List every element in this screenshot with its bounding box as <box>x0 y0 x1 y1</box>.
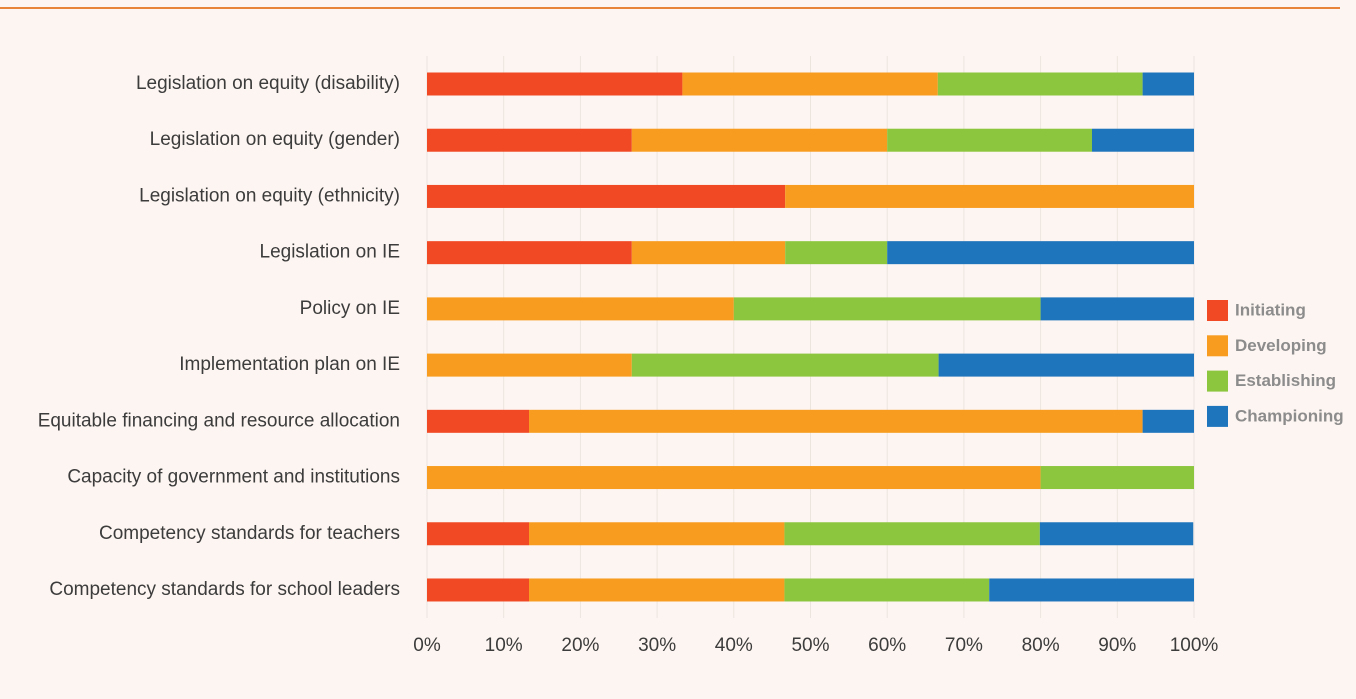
bar-segment <box>427 128 632 152</box>
x-tick-label: 100% <box>1170 635 1219 656</box>
x-tick-label: 90% <box>1098 635 1136 656</box>
bar-segment <box>631 353 939 377</box>
y-tick-label: Legislation on IE <box>260 242 401 263</box>
bar-segment <box>427 72 683 96</box>
y-tick-label: Competency standards for teachers <box>99 523 400 544</box>
bar-segment <box>529 409 1143 433</box>
legend-swatch <box>1207 370 1228 392</box>
x-tick-label: 80% <box>1022 635 1060 656</box>
y-tick-label: Legislation on equity (disability) <box>136 73 400 94</box>
bar-segment <box>989 578 1194 602</box>
bar-segment <box>1040 297 1194 321</box>
bar-segment <box>785 241 888 265</box>
x-tick-label: 0% <box>413 635 441 656</box>
legend-swatch <box>1207 335 1228 357</box>
bar-segment <box>427 578 530 602</box>
bar-segment <box>427 409 530 433</box>
bar-segment <box>733 297 1041 321</box>
bar-segment <box>427 522 530 546</box>
legend-label: Initiating <box>1235 300 1306 319</box>
bar-segment <box>1142 409 1194 433</box>
bar-segment <box>887 128 1092 152</box>
bar-segment <box>1039 522 1194 546</box>
bar-segment <box>427 184 786 208</box>
x-tick-label: 50% <box>791 635 829 656</box>
bar-segment <box>1142 72 1194 96</box>
bar-segment <box>682 72 938 96</box>
bar-segment <box>631 241 786 265</box>
bar-segment <box>784 578 990 602</box>
y-tick-label: Legislation on equity (ethnicity) <box>139 185 400 206</box>
bar-segment <box>427 241 632 265</box>
legend-swatch <box>1207 300 1228 321</box>
y-tick-label: Legislation on equity (gender) <box>150 129 400 150</box>
bar-segment <box>529 578 785 602</box>
y-tick-label: Equitable financing and resource allocat… <box>38 410 400 431</box>
bar-segment <box>785 184 1194 208</box>
bar-segment <box>631 128 888 152</box>
x-tick-label: 20% <box>561 635 599 656</box>
x-tick-label: 30% <box>638 635 676 656</box>
bar-segment <box>938 353 1194 377</box>
bar-segment <box>427 353 632 377</box>
y-tick-label: Capacity of government and institutions <box>67 467 400 488</box>
y-tick-label: Competency standards for school leaders <box>49 579 400 600</box>
bar-segment <box>887 241 1194 265</box>
bar-segment <box>427 466 1041 490</box>
legend-swatch <box>1207 405 1228 427</box>
y-tick-label: Implementation plan on IE <box>179 354 400 375</box>
x-tick-label: 40% <box>715 635 753 656</box>
bar-segment <box>784 522 1040 546</box>
x-tick-label: 70% <box>945 635 983 656</box>
bar-segment <box>1040 466 1194 490</box>
legend-label: Developing <box>1235 336 1327 355</box>
x-tick-label: 10% <box>485 635 523 656</box>
bar-segment <box>427 297 734 321</box>
bar-segment <box>937 72 1143 96</box>
legend-label: Establishing <box>1235 371 1336 390</box>
bar-segment <box>1091 128 1194 152</box>
bar-segment <box>529 522 785 546</box>
y-tick-label: Policy on IE <box>300 298 400 319</box>
legend-label: Championing <box>1235 406 1344 425</box>
x-tick-label: 60% <box>868 635 906 656</box>
